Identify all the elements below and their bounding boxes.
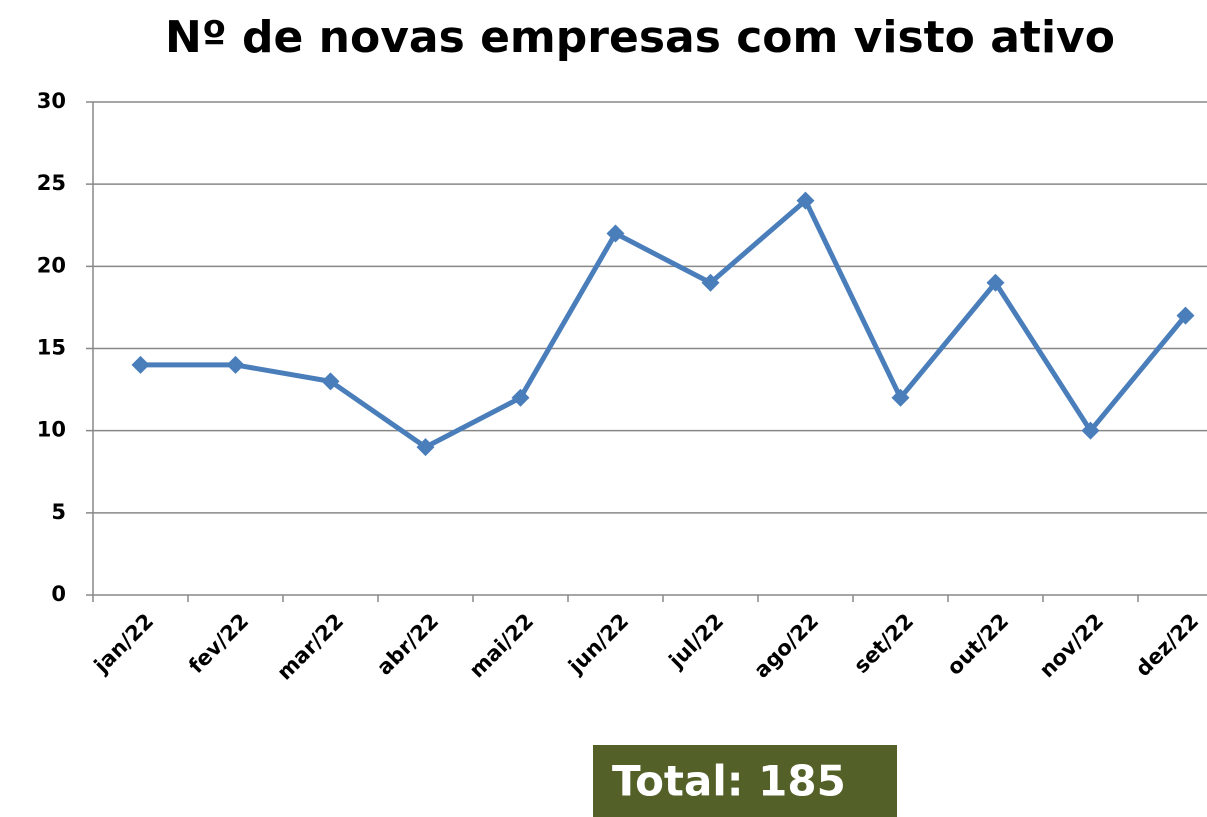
marker bbox=[1176, 306, 1195, 325]
line bbox=[140, 198, 1188, 450]
x-tick-label: abr/22 bbox=[372, 609, 443, 680]
x-tick-label: mar/22 bbox=[272, 609, 348, 685]
marker bbox=[1081, 421, 1100, 440]
total-box bbox=[593, 745, 897, 817]
marker bbox=[226, 355, 245, 374]
marker bbox=[986, 273, 1005, 292]
marker bbox=[891, 388, 910, 407]
y-tick-label: 5 bbox=[51, 500, 66, 524]
y-tick-label: 30 bbox=[37, 89, 66, 113]
y-tick-label: 20 bbox=[37, 253, 66, 277]
x-tick-label: mai/22 bbox=[465, 609, 539, 683]
x-tick-label: out/22 bbox=[942, 609, 1013, 680]
chart-title: Nº de novas empresas com visto ativo bbox=[165, 12, 1115, 63]
y-tick-label: 10 bbox=[37, 418, 66, 442]
y-tick-label: 25 bbox=[37, 171, 66, 195]
x-tick-label: jan/22 bbox=[89, 609, 158, 678]
marker bbox=[606, 224, 625, 243]
x-tick-label: fev/22 bbox=[184, 609, 253, 678]
total-label: Total: 185 bbox=[612, 757, 846, 806]
x-tick-label: set/22 bbox=[849, 609, 918, 678]
y-tick-label: 0 bbox=[51, 582, 66, 606]
marker bbox=[416, 438, 435, 457]
marker bbox=[131, 355, 150, 374]
x-tick-label: dez/22 bbox=[1131, 609, 1203, 681]
marker bbox=[796, 191, 815, 210]
x-tick-label: nov/22 bbox=[1035, 609, 1109, 683]
x-tick-label: jun/22 bbox=[563, 609, 633, 679]
marker bbox=[701, 273, 720, 292]
x-tick-label: jul/22 bbox=[664, 609, 729, 674]
marker bbox=[511, 388, 530, 407]
marker bbox=[321, 372, 340, 391]
y-tick-label: 15 bbox=[37, 336, 66, 360]
x-tick-label: ago/22 bbox=[749, 609, 823, 683]
